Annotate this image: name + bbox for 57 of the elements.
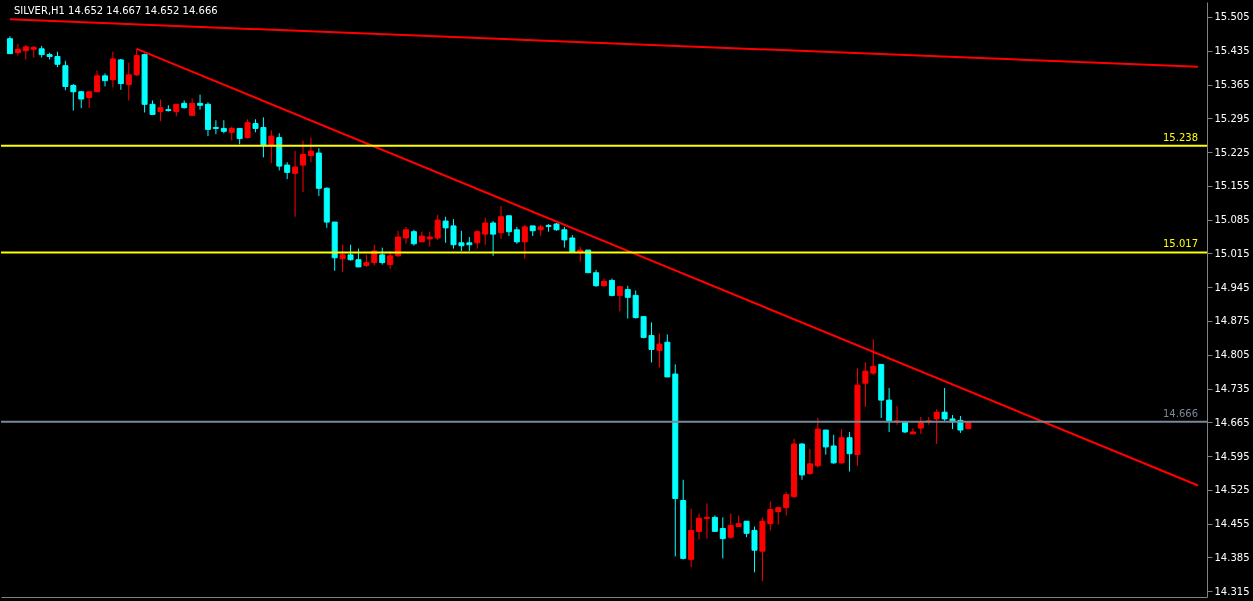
chart-title: SILVER,H1 14.652 14.667 14.652 14.666 (14, 5, 218, 16)
candlestick (783, 491, 790, 516)
candlestick (933, 408, 940, 445)
ref-line-label: 15.017 (1163, 238, 1198, 250)
y-tick-label: 15.015 (1214, 247, 1250, 259)
y-tick-label: 14.315 (1214, 585, 1250, 597)
candlestick (109, 51, 116, 88)
candlestick (14, 43, 21, 57)
candlestick (806, 448, 813, 476)
y-tick-label: 15.295 (1214, 112, 1250, 124)
y-tick-label: 14.595 (1214, 450, 1250, 462)
y-tick-label: 14.945 (1214, 281, 1250, 293)
candlestick (300, 140, 307, 193)
candlestick (125, 62, 132, 101)
candlestick (307, 137, 314, 163)
candlestick (498, 205, 505, 240)
candlestick (909, 427, 916, 435)
candlestick (703, 502, 710, 540)
y-tick-label: 14.735 (1214, 383, 1250, 395)
y-tick-label: 14.805 (1214, 349, 1250, 361)
y-tick-label: 15.365 (1214, 79, 1250, 91)
candlestick (696, 513, 703, 541)
candlestick (212, 119, 219, 135)
y-tick-label: 14.875 (1214, 315, 1250, 327)
candlestick (102, 72, 109, 87)
candlestick (434, 214, 441, 241)
candlestick (846, 431, 853, 473)
candlestick (505, 215, 512, 237)
candlestick (339, 244, 346, 273)
y-tick-label: 15.435 (1214, 45, 1250, 57)
ref-line-label: 14.666 (1163, 407, 1198, 419)
ref-line-label: 15.238 (1163, 131, 1198, 143)
candlestick (521, 224, 528, 260)
candlestick (822, 429, 829, 456)
candlestick (395, 230, 402, 258)
y-tick-label: 15.225 (1214, 146, 1250, 158)
candlestick (197, 94, 204, 111)
y-tick-label: 15.155 (1214, 180, 1250, 192)
candlestick (830, 434, 837, 465)
y-tick-label: 15.505 (1214, 11, 1250, 23)
y-tick-label: 14.665 (1214, 416, 1250, 428)
y-tick-label: 14.525 (1214, 484, 1250, 496)
candlestick (886, 387, 893, 433)
candlestick (244, 118, 251, 140)
candlestick (482, 217, 489, 246)
candlestick (292, 150, 299, 218)
candlestick (268, 129, 275, 164)
candlestick (117, 58, 124, 91)
candlestick (157, 98, 164, 122)
candlestick (624, 285, 631, 320)
y-tick-label: 15.085 (1214, 214, 1250, 226)
y-tick-label: 14.385 (1214, 551, 1250, 563)
candlestick (719, 516, 726, 559)
candlestick (490, 220, 497, 257)
candlestick (656, 333, 663, 368)
y-tick-label: 14.455 (1214, 518, 1250, 530)
candlestick (616, 285, 623, 312)
